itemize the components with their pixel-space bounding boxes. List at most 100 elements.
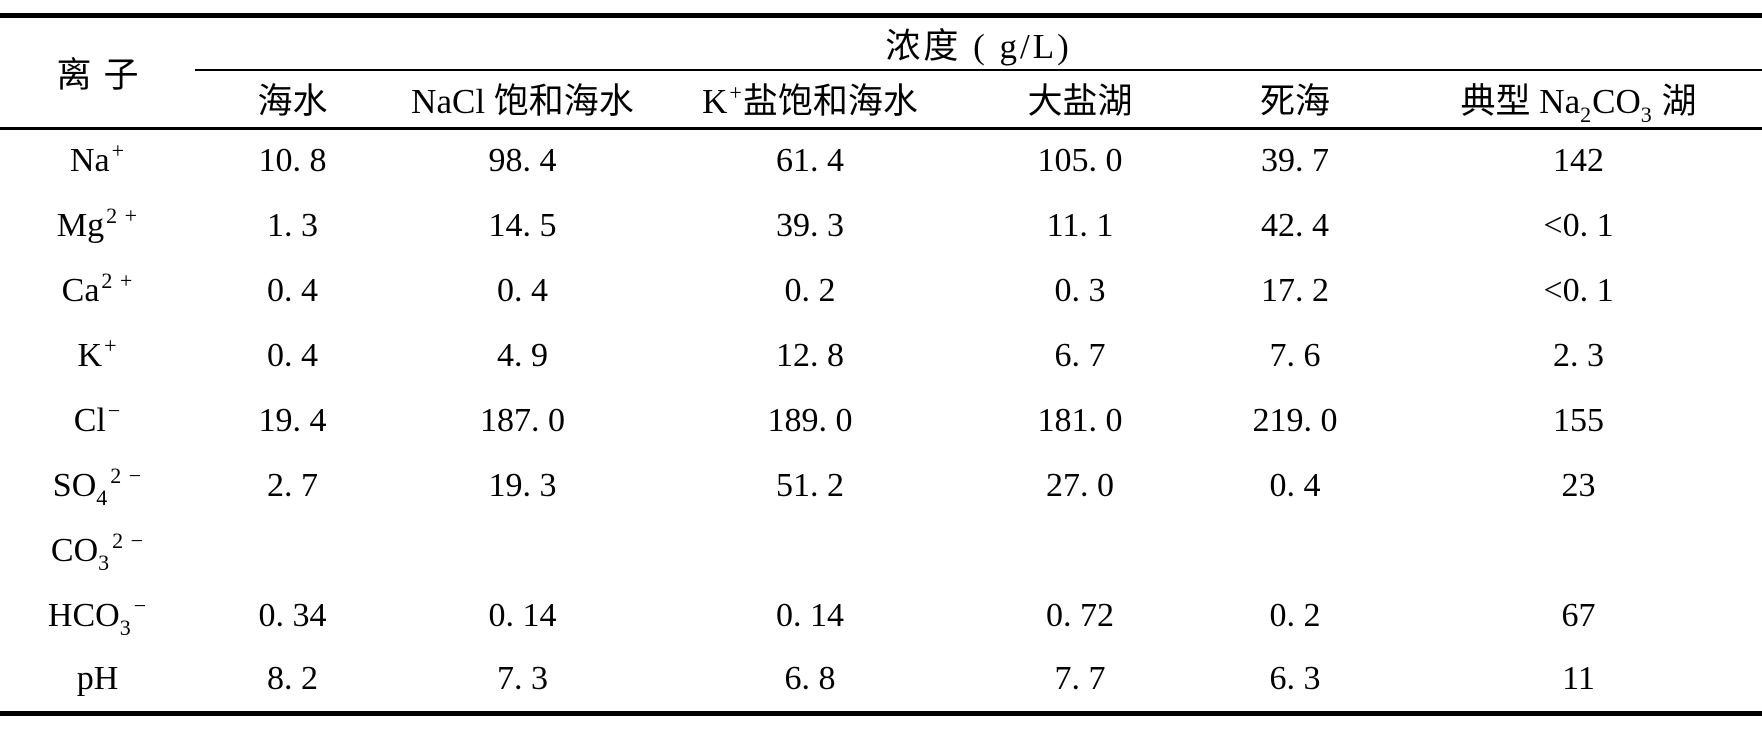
value-cell-hco3-seawater: 0. 34 bbox=[258, 596, 327, 634]
superscript: 2 + bbox=[106, 202, 139, 228]
concentration-group-header: 浓度 ( g/L) bbox=[195, 15, 1762, 71]
table-row-na: Na+ 10. 8 98. 4 61. 4 105. 0 39. 7 142 bbox=[0, 128, 1762, 193]
ion-label-ph: pH bbox=[0, 648, 195, 713]
table-row-ph: pH 8. 2 7. 3 6. 8 7. 7 6. 3 11 bbox=[0, 648, 1762, 713]
text-part: 典型 Na bbox=[1460, 82, 1581, 122]
value-cell-hco3-nacl-saturated-seawater: 0. 14 bbox=[488, 596, 557, 634]
value-cell-ca-great-salt-lake: 0. 3 bbox=[1054, 271, 1106, 309]
value-cell-so4-seawater: 2. 7 bbox=[267, 466, 318, 504]
value-cell-ph-seawater: 8. 2 bbox=[267, 660, 318, 698]
value-cell-cl-great-salt-lake: 181. 0 bbox=[1037, 401, 1123, 439]
value-cell-cl-nacl-saturated-seawater: 187. 0 bbox=[480, 401, 565, 439]
text-part: 盐饱和海水 bbox=[742, 82, 918, 122]
value-cell-so4-typical-na2co3-lake: 23 bbox=[1561, 466, 1596, 504]
subscript: 2 bbox=[1580, 102, 1593, 128]
value-cell-so4-dead-sea: 0. 4 bbox=[1269, 466, 1321, 504]
value-cell-k-k-salt-saturated-seawater: 12. 8 bbox=[776, 336, 844, 374]
text-part: K bbox=[77, 336, 103, 374]
ion-column-header: 离子 bbox=[0, 15, 195, 130]
table-row-ca: Ca2 + 0. 4 0. 4 0. 2 0. 3 17. 2 <0. 1 bbox=[0, 258, 1762, 323]
value-cell-cl-seawater: 19. 4 bbox=[258, 401, 327, 439]
value-cell-co3-great-salt-lake bbox=[965, 518, 1195, 583]
value-cell-mg-typical-na2co3-lake: <0. 1 bbox=[1543, 206, 1614, 244]
text-part: Ca bbox=[61, 271, 100, 309]
value-cell-ca-k-salt-saturated-seawater: 0. 2 bbox=[784, 271, 836, 309]
group-header-row: 离子 浓度 ( g/L) bbox=[0, 15, 1762, 130]
value-cell-hco3-dead-sea: 0. 2 bbox=[1269, 596, 1321, 634]
table-row-k: K+ 0. 4 4. 9 12. 8 6. 7 7. 6 2. 3 bbox=[0, 323, 1762, 388]
subscript: 3 bbox=[98, 549, 111, 575]
superscript: + bbox=[104, 332, 118, 358]
value-cell-ca-dead-sea: 17. 2 bbox=[1261, 271, 1329, 309]
value-cell-cl-dead-sea: 219. 0 bbox=[1252, 401, 1338, 439]
text-part: HCO bbox=[47, 596, 120, 634]
text-part: CO bbox=[1592, 82, 1641, 122]
text-part: SO bbox=[52, 466, 97, 504]
ion-label-co3: CO32 − bbox=[0, 518, 195, 583]
value-cell-co3-dead-sea bbox=[1195, 518, 1395, 583]
subscript: 4 bbox=[96, 484, 109, 510]
text-part: 湖 bbox=[1652, 82, 1697, 122]
value-cell-ph-typical-na2co3-lake: 11 bbox=[1562, 660, 1595, 698]
value-cell-ph-great-salt-lake: 7. 7 bbox=[1054, 660, 1106, 698]
value-cell-k-dead-sea: 7. 6 bbox=[1269, 336, 1321, 374]
column-header-typical-na2co3-lake: 典型 Na2CO3 湖 bbox=[1395, 70, 1762, 130]
ion-label-hco3: HCO3− bbox=[0, 583, 195, 648]
ion-label-cl: Cl− bbox=[0, 388, 195, 453]
subscript: 3 bbox=[1640, 102, 1653, 128]
value-cell-ph-k-salt-saturated-seawater: 6. 8 bbox=[784, 660, 836, 698]
value-cell-so4-nacl-saturated-seawater: 19. 3 bbox=[488, 466, 557, 504]
value-cell-na-nacl-saturated-seawater: 98. 4 bbox=[488, 142, 557, 180]
table-header: 离子 浓度 ( g/L) 海水 NaCl 饱和海水 K+盐饱和海水 大盐湖 死海 典型 N… bbox=[0, 15, 1762, 130]
value-cell-na-dead-sea: 39. 7 bbox=[1261, 142, 1329, 180]
table-body: Na+ 10. 8 98. 4 61. 4 105. 0 39. 7 142 Mg2 +1. … bbox=[0, 128, 1762, 713]
value-cell-so4-k-salt-saturated-seawater: 51. 2 bbox=[776, 466, 844, 504]
column-header-nacl-saturated-seawater: NaCl 饱和海水 bbox=[390, 70, 655, 130]
text-part: 海水 bbox=[257, 82, 328, 122]
value-cell-k-nacl-saturated-seawater: 4. 9 bbox=[497, 336, 548, 374]
text-part: NaCl 饱和海水 bbox=[411, 82, 634, 122]
text-part: Mg bbox=[56, 206, 105, 244]
text-part: K bbox=[702, 82, 728, 122]
subscript: 3 bbox=[119, 614, 132, 640]
value-cell-co3-seawater bbox=[195, 518, 390, 583]
column-header-seawater: 海水 bbox=[195, 70, 390, 130]
value-cell-hco3-great-salt-lake: 0. 72 bbox=[1046, 596, 1114, 634]
table-row-mg: Mg2 + 1. 3 14. 5 39. 3 11. 1 42. 4 <0. 1 bbox=[0, 193, 1762, 258]
value-cell-ph-nacl-saturated-seawater: 7. 3 bbox=[497, 660, 548, 698]
column-header-dead-sea: 死海 bbox=[1195, 70, 1395, 130]
value-cell-mg-nacl-saturated-seawater: 14. 5 bbox=[488, 206, 557, 244]
value-cell-mg-seawater: 1. 3 bbox=[267, 206, 318, 244]
value-cell-cl-k-salt-saturated-seawater: 189. 0 bbox=[767, 401, 853, 439]
value-cell-na-typical-na2co3-lake: 142 bbox=[1553, 142, 1605, 180]
subheader-row: 海水 NaCl 饱和海水 K+盐饱和海水 大盐湖 死海 典型 Na2CO3 湖 bbox=[0, 70, 1762, 130]
value-cell-ph-dead-sea: 6. 3 bbox=[1269, 660, 1321, 698]
text-part: CO bbox=[50, 531, 99, 569]
value-cell-na-k-salt-saturated-seawater: 61. 4 bbox=[776, 142, 844, 180]
value-cell-cl-typical-na2co3-lake: 155 bbox=[1553, 401, 1605, 439]
value-cell-co3-typical-na2co3-lake bbox=[1395, 518, 1762, 583]
column-header-great-salt-lake: 大盐湖 bbox=[965, 70, 1195, 130]
value-cell-ca-typical-na2co3-lake: <0. 1 bbox=[1543, 271, 1614, 309]
ion-label-ca: Ca2 + bbox=[0, 258, 195, 323]
superscript: 2 + bbox=[101, 267, 134, 293]
value-cell-k-typical-na2co3-lake: 2. 3 bbox=[1553, 336, 1605, 374]
ion-label-k: K+ bbox=[0, 323, 195, 388]
table-row-so4: SO42 − 2. 7 19. 3 51. 2 27. 0 0. 4 23 bbox=[0, 453, 1762, 518]
text-part: Na bbox=[69, 142, 110, 180]
text-part: Cl bbox=[73, 401, 106, 439]
value-cell-mg-great-salt-lake: 11. 1 bbox=[1046, 206, 1114, 244]
table-row-cl: Cl− 19. 4 187. 0 189. 0 181. 0 219. 0 155 bbox=[0, 388, 1762, 453]
value-cell-k-seawater: 0. 4 bbox=[267, 336, 318, 374]
ion-label-na: Na+ bbox=[0, 128, 195, 193]
text-part: 大盐湖 bbox=[1027, 82, 1133, 122]
column-header-k-salt-saturated-seawater: K+盐饱和海水 bbox=[655, 70, 965, 130]
value-cell-co3-k-salt-saturated-seawater bbox=[655, 518, 965, 583]
value-cell-ca-nacl-saturated-seawater: 0. 4 bbox=[497, 271, 548, 309]
ion-label-mg: Mg2 + bbox=[0, 193, 195, 258]
table-row-hco3: HCO3− 0. 34 0. 14 0. 14 0. 72 0. 2 67 bbox=[0, 583, 1762, 648]
value-cell-na-great-salt-lake: 105. 0 bbox=[1037, 142, 1123, 180]
value-cell-mg-dead-sea: 42. 4 bbox=[1261, 206, 1329, 244]
value-cell-co3-nacl-saturated-seawater bbox=[390, 518, 655, 583]
